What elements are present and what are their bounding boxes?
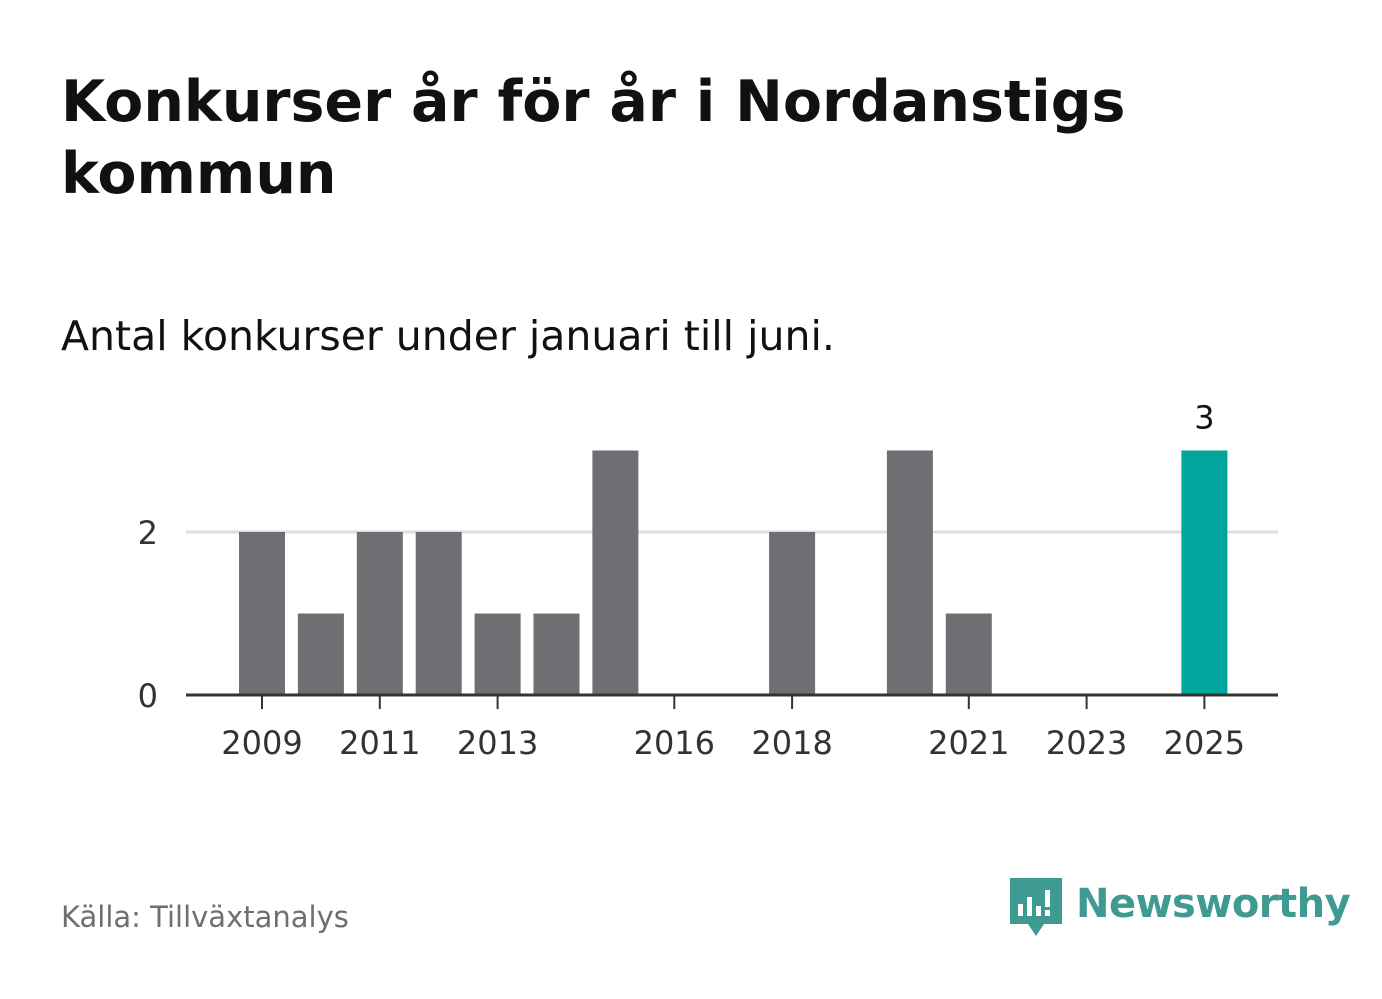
chart-title: Konkurser år för år i Nordanstigs kommun bbox=[61, 69, 1126, 207]
bar bbox=[592, 450, 639, 695]
x-tick-label: 2023 bbox=[1046, 724, 1127, 762]
x-tick-label: 2021 bbox=[928, 724, 1009, 762]
y-tick-label: 0 bbox=[138, 677, 158, 715]
bar bbox=[239, 532, 285, 695]
bar bbox=[415, 532, 462, 695]
bar bbox=[356, 532, 403, 695]
source-note: Källa: Tillväxtanalys bbox=[61, 900, 349, 934]
x-tick-label: 2009 bbox=[221, 724, 302, 762]
bar bbox=[474, 613, 521, 695]
bar bbox=[1181, 450, 1228, 695]
x-tick-label: 2025 bbox=[1164, 724, 1245, 762]
bar bbox=[769, 532, 816, 695]
data-label: 3 bbox=[1194, 399, 1214, 437]
bar bbox=[297, 613, 344, 695]
brand-logo[interactable]: Newsworthy bbox=[1010, 878, 1351, 942]
brand-name: Newsworthy bbox=[1076, 881, 1351, 927]
bar bbox=[886, 450, 933, 695]
chart-subtitle: Antal konkurser under januari till juni. bbox=[61, 312, 835, 360]
bar bbox=[945, 613, 992, 695]
y-tick-label: 2 bbox=[138, 514, 158, 552]
newsworthy-logo-icon bbox=[1010, 878, 1062, 936]
x-tick-label: 2018 bbox=[751, 724, 832, 762]
x-tick-label: 2013 bbox=[457, 724, 538, 762]
bar bbox=[533, 613, 580, 695]
x-tick-label: 2016 bbox=[634, 724, 715, 762]
x-tick-label: 2011 bbox=[339, 724, 420, 762]
